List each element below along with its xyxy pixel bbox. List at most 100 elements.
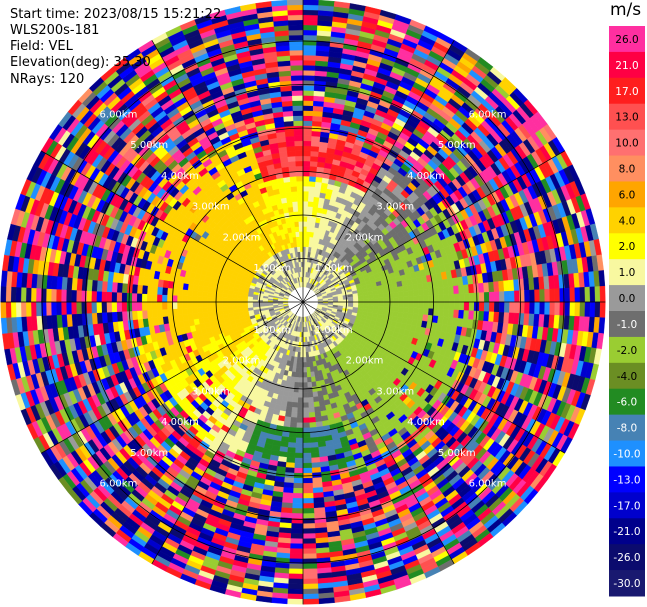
velocity-bin xyxy=(302,226,308,232)
velocity-bin xyxy=(294,457,304,464)
velocity-bin xyxy=(413,289,419,297)
velocity-bin xyxy=(302,372,308,378)
velocity-bin xyxy=(368,298,374,303)
velocity-bin xyxy=(529,289,535,303)
velocity-bin xyxy=(271,597,288,605)
velocity-bin xyxy=(298,377,304,383)
velocity-bin xyxy=(293,477,304,484)
velocity-bin xyxy=(378,297,384,303)
velocity-bin xyxy=(438,294,445,303)
velocity-bin xyxy=(387,306,394,312)
velocity-bin xyxy=(397,306,404,313)
velocity-bin xyxy=(292,487,304,494)
velocity-bin xyxy=(307,211,313,218)
velocity-bin xyxy=(358,301,364,306)
velocity-bin xyxy=(392,286,399,293)
velocity-bin xyxy=(310,447,320,454)
velocity-bin xyxy=(302,155,311,162)
velocity-bin xyxy=(308,186,316,192)
velocity-bin xyxy=(307,201,314,208)
velocity-bin xyxy=(594,286,601,303)
velocity-bin xyxy=(478,292,485,303)
velocity-bin xyxy=(292,391,299,398)
velocity-bin xyxy=(569,287,576,303)
velocity-bin xyxy=(313,191,321,198)
velocity-bin xyxy=(392,306,399,313)
velocity-bin xyxy=(397,311,404,318)
velocity-bin xyxy=(539,289,546,303)
velocity-bin xyxy=(302,417,310,424)
velocity-bin xyxy=(382,288,389,294)
velocity-bin xyxy=(302,130,313,137)
velocity-bin xyxy=(302,538,316,545)
velocity-bin xyxy=(290,538,304,545)
velocity-bin xyxy=(598,317,606,334)
velocity-bin xyxy=(286,401,293,408)
velocity-bin xyxy=(302,568,318,575)
velocity-bin xyxy=(463,301,470,311)
velocity-bin xyxy=(403,301,410,308)
velocity-bin xyxy=(222,309,229,315)
velocity-bin xyxy=(318,597,335,605)
velocity-bin xyxy=(288,437,297,444)
velocity-bin xyxy=(295,442,304,449)
velocity-bin xyxy=(377,293,384,299)
velocity-bin xyxy=(418,289,424,297)
velocity-bin xyxy=(509,290,515,303)
velocity-bin xyxy=(302,397,309,403)
velocity-bin xyxy=(302,553,317,560)
velocity-bin xyxy=(302,70,316,76)
velocity-bin xyxy=(299,357,304,363)
velocity-bin xyxy=(544,301,551,316)
velocity-bin xyxy=(402,285,409,292)
velocity-bin xyxy=(438,301,445,310)
velocity-bin xyxy=(398,301,404,308)
velocity-bin xyxy=(312,115,323,122)
velocity-bin xyxy=(284,467,295,474)
velocity-bin xyxy=(307,381,313,388)
velocity-bin xyxy=(402,312,409,319)
velocity-bin xyxy=(302,9,319,16)
velocity-bin xyxy=(393,296,399,303)
velocity-bin xyxy=(312,396,319,403)
velocity-bin xyxy=(296,417,304,424)
velocity-bin xyxy=(302,462,312,469)
velocity-bin xyxy=(372,289,379,295)
velocity-bin xyxy=(292,396,299,403)
velocity-bin xyxy=(302,150,312,157)
velocity-bin xyxy=(302,422,310,429)
velocity-bin xyxy=(302,110,314,117)
velocity-bin xyxy=(302,377,308,383)
velocity-bin xyxy=(343,299,349,303)
velocity-bin xyxy=(293,467,304,474)
velocity-bin xyxy=(302,442,311,449)
velocity-bin xyxy=(302,493,314,499)
velocity-bin xyxy=(207,311,214,318)
velocity-bin xyxy=(372,293,379,299)
velocity-bin xyxy=(302,563,318,570)
velocity-bin xyxy=(302,573,318,580)
velocity-bin xyxy=(443,301,450,310)
velocity-bin xyxy=(293,482,304,489)
velocity-bin xyxy=(584,301,591,318)
velocity-bin xyxy=(288,568,304,575)
velocity-bin xyxy=(458,284,465,295)
velocity-bin xyxy=(311,381,317,388)
velocity-bin xyxy=(308,191,315,197)
velocity-bin xyxy=(443,286,450,295)
velocity-bin xyxy=(302,135,312,142)
velocity-bin xyxy=(423,288,430,296)
velocity-bin xyxy=(352,295,359,300)
velocity-bin xyxy=(286,598,304,605)
velocity-bin xyxy=(302,598,320,605)
velocity-bin xyxy=(313,401,320,408)
velocity-bin xyxy=(302,482,313,489)
velocity-bin xyxy=(302,24,318,31)
velocity-bin xyxy=(202,311,209,318)
velocity-bin xyxy=(302,120,313,127)
velocity-bin xyxy=(297,397,304,403)
velocity-bin xyxy=(397,291,404,298)
velocity-bin xyxy=(448,301,455,311)
velocity-bin xyxy=(308,196,315,202)
velocity-bin xyxy=(302,508,315,514)
